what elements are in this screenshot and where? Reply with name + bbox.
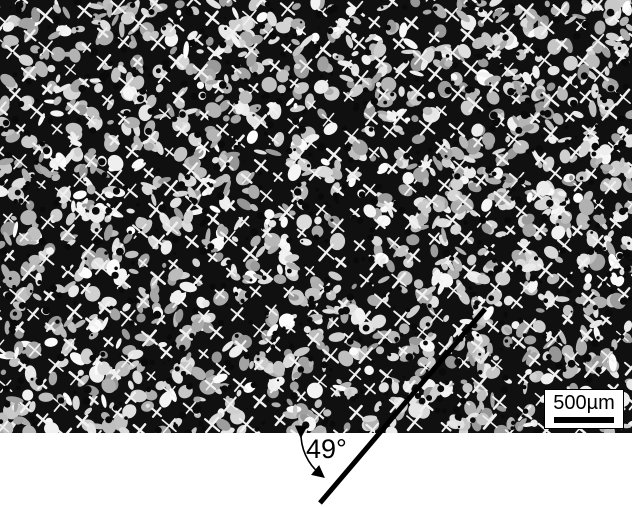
dendrite-texture: [0, 0, 632, 433]
scale-bar-line: [554, 417, 614, 423]
scale-bar-label: 500µm: [553, 392, 615, 414]
angle-label: 49°: [306, 434, 347, 464]
scale-bar-box: 500µm: [544, 389, 624, 429]
micrograph-image: 500µm: [0, 0, 632, 433]
